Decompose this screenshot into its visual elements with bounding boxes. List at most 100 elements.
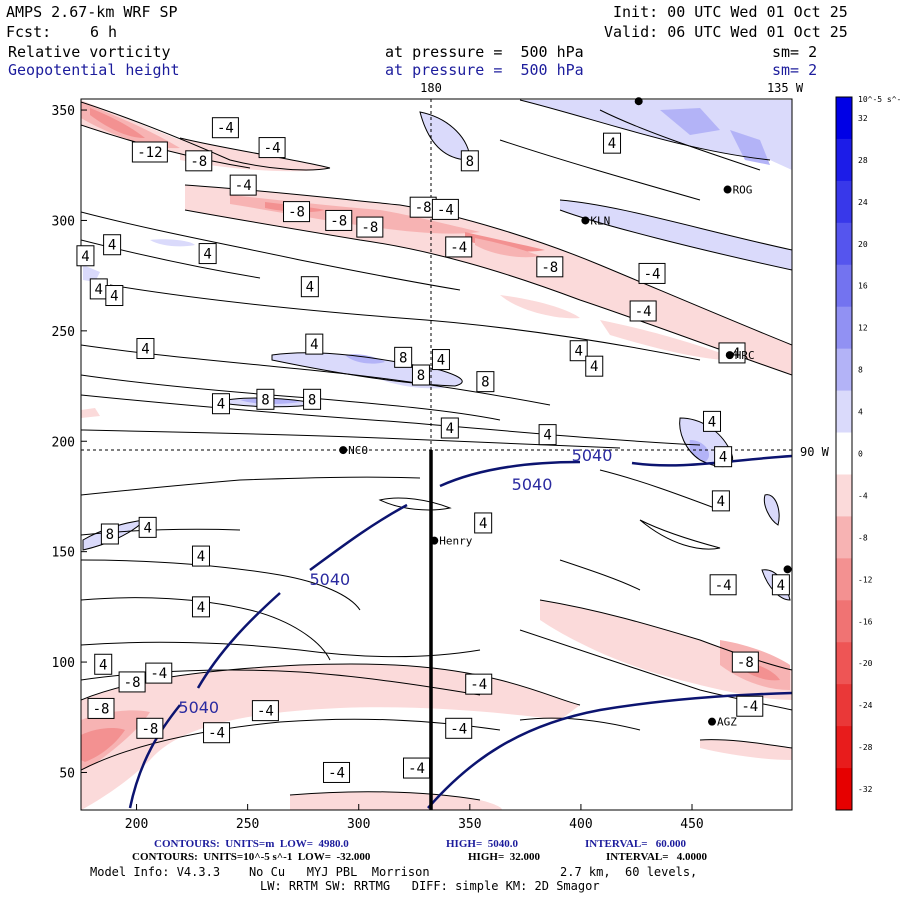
vorticity-contour-label: 4 xyxy=(136,338,155,360)
svg-text:4: 4 xyxy=(608,136,616,152)
field1-level: at pressure = 500 hPa xyxy=(385,43,584,61)
field2-smoothing: sm= 2 xyxy=(772,61,818,79)
colorbar-swatch xyxy=(836,97,852,140)
station-label: HRC xyxy=(735,349,755,362)
vorticity-contour-label: -8 xyxy=(118,671,146,693)
vorticity-contour-label: 4 xyxy=(431,349,450,371)
x-tick-label: 250 xyxy=(236,817,259,832)
svg-text:4: 4 xyxy=(203,247,211,263)
svg-text:4: 4 xyxy=(217,397,225,413)
vorticity-contour-interval: INTERVAL= 4.0000 xyxy=(606,851,708,863)
model-title: AMPS 2.67-km WRF SP xyxy=(6,3,178,21)
station-label: AGZ xyxy=(717,716,737,729)
colorbar-swatch xyxy=(836,348,852,392)
vorticity-contour-label: 8 xyxy=(394,346,413,368)
vorticity-contour-label: 4 xyxy=(711,490,730,512)
vorticity-contour-label: -4 xyxy=(431,198,459,220)
colorbar-tick-label: 12 xyxy=(858,324,868,333)
model-info: Model Info: V4.3.3 No Cu MYJ PBL Morriso… xyxy=(90,865,430,879)
colorbar-swatch xyxy=(836,306,852,350)
svg-text:4: 4 xyxy=(306,280,314,296)
svg-text:-4: -4 xyxy=(217,121,234,137)
vorticity-contour-label: 4 xyxy=(138,516,157,538)
colorbar-tick-label: 24 xyxy=(858,198,868,207)
svg-text:4: 4 xyxy=(143,520,151,536)
colorbar-tick-label: 4 xyxy=(858,408,863,417)
vorticity-contour-label: -8 xyxy=(731,651,759,673)
vorticity-contour-label: -4 xyxy=(323,761,351,783)
svg-text:-4: -4 xyxy=(741,699,758,715)
vorticity-contour-label: -4 xyxy=(211,117,239,139)
vorticity-contour-label: -8 xyxy=(356,216,384,238)
valid-time: Valid: 06 UTC Wed 01 Oct 25 xyxy=(604,23,848,41)
vorticity-contour-label: -8 xyxy=(409,196,437,218)
svg-text:4: 4 xyxy=(543,428,551,444)
vorticity-contour-label: 4 xyxy=(76,245,95,267)
colorbar-tick-label: 32 xyxy=(858,114,868,123)
plot-frame xyxy=(80,98,793,811)
colorbar-swatch xyxy=(836,432,852,475)
colorbar-swatch xyxy=(836,642,852,685)
svg-text:-8: -8 xyxy=(541,260,558,276)
svg-text:8: 8 xyxy=(481,375,489,391)
svg-text:-8: -8 xyxy=(288,205,305,221)
height-contour-label: 5040 xyxy=(512,475,553,494)
svg-text:4: 4 xyxy=(110,289,118,305)
colorbar-tick-label: 0 xyxy=(858,450,863,459)
station-dot xyxy=(339,446,348,455)
height-contour-info: CONTOURS: UNITS=m LOW= 4980.0 xyxy=(154,838,349,850)
svg-text:8: 8 xyxy=(261,392,269,408)
svg-text:-4: -4 xyxy=(208,726,225,742)
station-dot xyxy=(783,565,792,574)
vorticity-contour-label: 8 xyxy=(100,523,119,545)
vorticity-contour-label: 4 xyxy=(211,393,230,415)
station-dot xyxy=(634,97,643,106)
field1-smoothing: sm= 2 xyxy=(772,43,818,61)
svg-text:4: 4 xyxy=(437,353,445,369)
vorticity-contour-label: -8 xyxy=(87,697,115,719)
vorticity-contour-label: -12 xyxy=(131,141,168,163)
svg-text:8: 8 xyxy=(417,368,425,384)
vorticity-contour-label: -4 xyxy=(403,757,431,779)
svg-text:4: 4 xyxy=(446,421,454,437)
station-dot xyxy=(723,185,732,194)
vorticity-contour-label: 4 xyxy=(191,545,210,567)
svg-text:4: 4 xyxy=(99,657,107,673)
vorticity-contour-lines xyxy=(81,99,792,801)
vorticity-contour-label: -4 xyxy=(465,673,493,695)
station-label: ROG xyxy=(733,184,753,197)
vorticity-contour-label: 4 xyxy=(94,653,113,675)
svg-text:-4: -4 xyxy=(264,141,281,157)
colorbar-tick-label: -24 xyxy=(858,701,873,710)
vorticity-contour-label: 4 xyxy=(569,340,588,362)
svg-text:-8: -8 xyxy=(330,213,347,229)
vorticity-contour-label: -4 xyxy=(709,574,737,596)
vorticity-contour-label: -4 xyxy=(145,662,173,684)
svg-text:4: 4 xyxy=(108,238,116,254)
vorticity-contour-label: 8 xyxy=(476,371,495,393)
vorticity-contour-label: 8 xyxy=(460,150,479,172)
y-tick-label: 350 xyxy=(52,104,75,119)
vorticity-contour-info: CONTOURS: UNITS=10^-5 s^-1 LOW= -32.000 xyxy=(132,851,371,863)
svg-text:-4: -4 xyxy=(450,240,467,256)
station-label: NCO xyxy=(348,444,368,457)
vorticity-contour-label: 4 xyxy=(474,512,493,534)
svg-text:-8: -8 xyxy=(93,701,110,717)
vorticity-contour-label: 4 xyxy=(703,410,722,432)
vorticity-contour-label: -4 xyxy=(445,717,473,739)
svg-text:8: 8 xyxy=(399,350,407,366)
svg-text:-4: -4 xyxy=(437,202,454,218)
vorticity-contour-label: -4 xyxy=(629,300,657,322)
colorbar-swatch xyxy=(836,516,852,559)
svg-text:8: 8 xyxy=(106,527,114,543)
vorticity-contour-label: 4 xyxy=(305,333,324,355)
vorticity-contour-label: -4 xyxy=(445,236,473,258)
station-dot xyxy=(430,536,439,545)
colorbar-tick-label: 16 xyxy=(858,282,868,291)
svg-text:8: 8 xyxy=(308,392,316,408)
colorbar-tick-label: -28 xyxy=(858,743,873,752)
svg-text:-4: -4 xyxy=(450,721,467,737)
colorbar-unit: 10^-5 s^-1 xyxy=(858,95,900,104)
y-tick-label: 250 xyxy=(52,325,75,340)
